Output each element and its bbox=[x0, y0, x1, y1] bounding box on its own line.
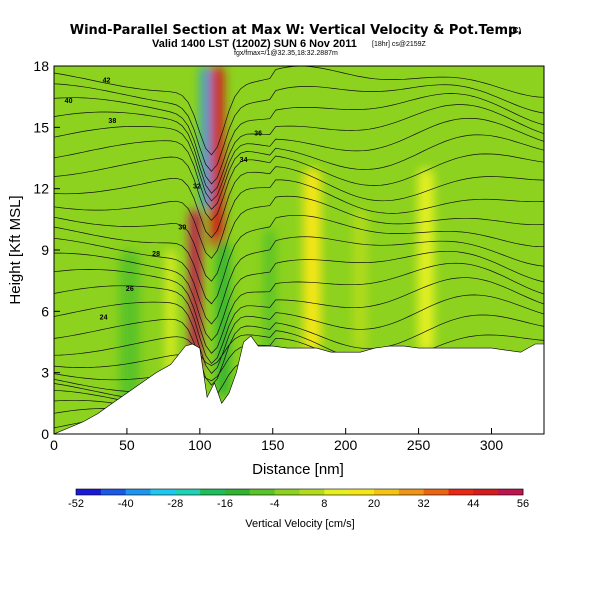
colorbar-tick-label: 8 bbox=[321, 498, 327, 510]
theta-contour bbox=[54, 277, 544, 365]
contour-label: 34 bbox=[240, 157, 248, 164]
theta-contour bbox=[54, 93, 544, 185]
colorbar-tick-label: -28 bbox=[167, 498, 183, 510]
colorbar-swatch bbox=[448, 489, 474, 495]
x-tick-label: 300 bbox=[480, 437, 504, 453]
y-tick-label: 0 bbox=[41, 426, 49, 442]
colorbar-swatch bbox=[249, 489, 276, 495]
theta-contour bbox=[54, 195, 544, 282]
theta-contour bbox=[54, 134, 544, 210]
colorbar-tick-label: 56 bbox=[517, 498, 529, 510]
y-tick-label: 9 bbox=[41, 242, 49, 258]
colorbar-swatch bbox=[498, 489, 524, 495]
colorbar-tick-label: 44 bbox=[467, 498, 479, 510]
plot-area: 24 26 28 30 32 34 36 38 40 42 bbox=[53, 65, 545, 435]
colorbar-swatch bbox=[175, 489, 201, 495]
theta-contour bbox=[54, 104, 544, 194]
contour-label: 36 bbox=[254, 131, 262, 138]
theta-contour bbox=[54, 166, 544, 239]
colorbar-swatch bbox=[76, 489, 102, 495]
colorbar-swatch bbox=[324, 489, 350, 495]
x-tick-label: 150 bbox=[261, 437, 285, 453]
y-tick-label: 18 bbox=[33, 58, 49, 74]
colorbar-swatch bbox=[100, 489, 127, 495]
colorbar-swatch bbox=[200, 489, 226, 495]
x-tick-label: 100 bbox=[188, 437, 212, 453]
colorbar-tick-label: 20 bbox=[368, 498, 380, 510]
contour-label: 26 bbox=[126, 286, 134, 293]
theta-contour bbox=[54, 250, 544, 342]
theta-contour bbox=[54, 314, 544, 386]
theta-contour bbox=[54, 294, 544, 374]
theta-contour bbox=[54, 153, 544, 222]
x-axis-label: Distance [nm] bbox=[252, 461, 344, 478]
contour-label: 28 bbox=[152, 251, 160, 258]
y-tick-label: 12 bbox=[33, 181, 49, 197]
chart-title: Wind-Parallel Section at Max W: Vertical… bbox=[70, 23, 523, 38]
copyright-mark: (C) bbox=[510, 26, 521, 35]
colorbar-tick-label: -40 bbox=[118, 498, 134, 510]
y-tick-label: 6 bbox=[41, 303, 49, 319]
theta-contour bbox=[54, 262, 544, 354]
y-tick-label: 3 bbox=[41, 365, 49, 381]
velocity-cell bbox=[166, 250, 176, 373]
contour-label: 30 bbox=[178, 225, 186, 232]
colorbar-swatch bbox=[299, 489, 325, 495]
theta-contour bbox=[54, 117, 544, 202]
colorbar-swatch bbox=[398, 489, 425, 495]
y-axis: 0 3 6 9 12 15 18 bbox=[33, 58, 60, 442]
theta-contour bbox=[54, 236, 544, 325]
theta-contour bbox=[54, 330, 544, 367]
theta-contour bbox=[54, 179, 544, 259]
velocity-cell bbox=[119, 250, 141, 424]
colorbar-swatch bbox=[374, 489, 400, 495]
x-tick-label: 0 bbox=[50, 437, 58, 453]
colorbar-swatch bbox=[225, 489, 251, 495]
x-tick-label: 50 bbox=[119, 437, 135, 453]
contour-label: 24 bbox=[100, 315, 108, 322]
contour-label: 40 bbox=[65, 98, 73, 105]
colorbar-swatch bbox=[423, 489, 449, 495]
velocity-cell bbox=[210, 66, 224, 250]
velocity-cell bbox=[417, 168, 434, 353]
velocity-cell bbox=[201, 66, 211, 210]
colorbar-tick-label: -16 bbox=[217, 498, 233, 510]
colorbar: -52 -40 -28 -16 -4 8 20 32 44 56 bbox=[68, 488, 529, 510]
velocity-cell bbox=[353, 209, 367, 353]
colorbar-swatch bbox=[274, 489, 300, 495]
contour-label: 32 bbox=[193, 184, 201, 191]
valid-time: Valid 1400 LST (1200Z) SUN 6 Nov 2011 bbox=[152, 38, 357, 50]
colorbar-frame bbox=[75, 488, 524, 496]
y-tick-label: 15 bbox=[33, 119, 49, 135]
colorbar-tick-label: 32 bbox=[418, 498, 430, 510]
colorbar-swatch bbox=[473, 489, 499, 495]
x-tick-label: 200 bbox=[334, 437, 358, 453]
terrain-mask bbox=[54, 335, 544, 434]
y-axis-label: Height [Kft MSL] bbox=[7, 195, 24, 304]
theta-contour bbox=[54, 214, 544, 305]
subline: fgx/fmax=/1@32.35,18:32.2887m bbox=[234, 50, 338, 57]
colorbar-swatch bbox=[349, 489, 375, 495]
x-tick-label: 250 bbox=[407, 437, 431, 453]
velocity-cell bbox=[303, 168, 321, 353]
colorbar-swatch bbox=[125, 489, 151, 495]
x-axis: 0 50 100 150 200 250 300 bbox=[50, 428, 503, 453]
colorbar-tick-label: -4 bbox=[270, 498, 280, 510]
contour-label: 38 bbox=[108, 118, 116, 125]
valid-suffix: [18hr] cs@2159Z bbox=[372, 41, 427, 48]
theta-contour bbox=[54, 83, 544, 172]
colorbar-swatch bbox=[150, 489, 176, 495]
contour-label: 42 bbox=[103, 77, 111, 84]
colorbar-tick-label: -52 bbox=[68, 498, 84, 510]
colorbar-label: Vertical Velocity [cm/s] bbox=[245, 518, 354, 530]
